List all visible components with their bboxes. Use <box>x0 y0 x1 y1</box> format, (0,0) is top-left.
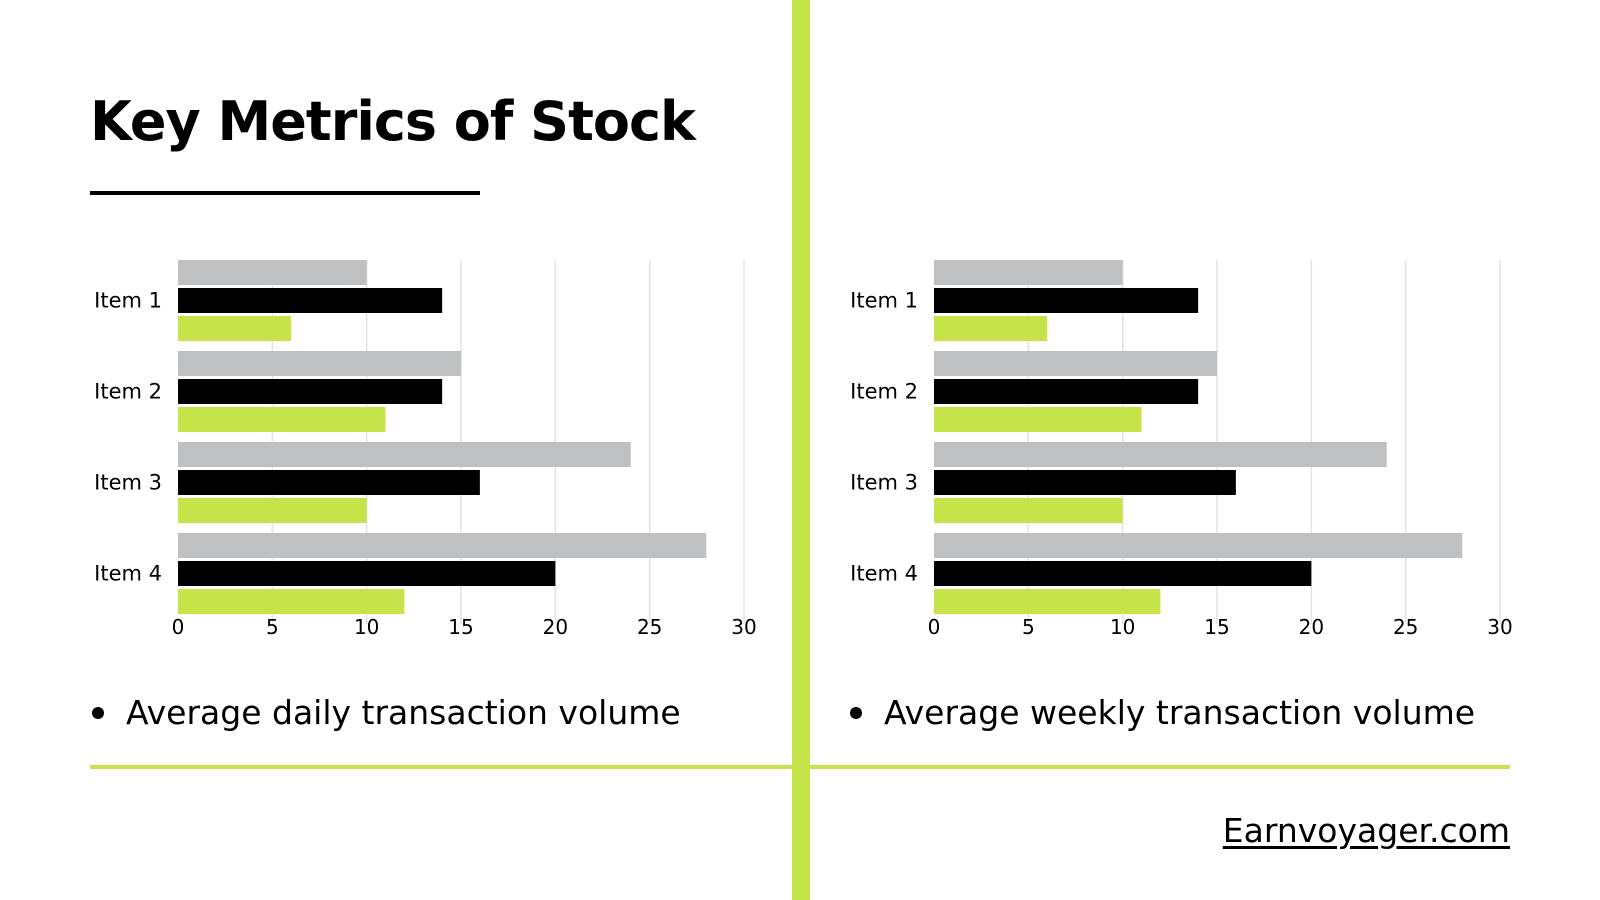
category-label: Item 4 <box>94 562 162 586</box>
bar-item-3-series-2 <box>178 470 480 495</box>
x-tick-label: 15 <box>448 615 473 639</box>
bar-item-3-series-3 <box>934 498 1123 523</box>
bar-item-4-series-2 <box>178 561 556 586</box>
bullet-icon <box>92 707 104 719</box>
caption-item: Average daily transaction volume <box>92 690 681 736</box>
x-tick-label: 5 <box>266 615 279 639</box>
bar-item-4-series-3 <box>178 589 405 614</box>
caption-text: Average weekly transaction volume <box>884 693 1476 732</box>
bar-item-2-series-1 <box>178 351 461 376</box>
bar-item-3-series-2 <box>934 470 1236 495</box>
bullet-icon <box>850 707 862 719</box>
category-label: Item 2 <box>94 380 162 404</box>
bar-item-2-series-2 <box>934 379 1199 404</box>
x-tick-label: 20 <box>1299 615 1324 639</box>
category-label: Item 4 <box>850 562 918 586</box>
bar-item-3-series-3 <box>178 498 367 523</box>
bar-item-2-series-3 <box>178 407 386 432</box>
bar-item-4-series-1 <box>178 533 707 558</box>
bar-item-4-series-3 <box>934 589 1161 614</box>
x-tick-label: 15 <box>1204 615 1229 639</box>
horizontal-divider <box>90 765 1510 769</box>
x-tick-label: 30 <box>1487 615 1512 639</box>
bar-item-1-series-2 <box>934 288 1199 313</box>
category-label: Item 3 <box>94 471 162 495</box>
x-tick-label: 30 <box>731 615 756 639</box>
caption-weekly: Average weekly transaction volume <box>850 690 1475 736</box>
bar-item-3-series-1 <box>178 442 631 467</box>
bar-item-1-series-1 <box>178 260 367 285</box>
bar-item-1-series-3 <box>178 316 292 341</box>
bar-item-4-series-1 <box>934 533 1463 558</box>
bar-item-1-series-3 <box>934 316 1048 341</box>
caption-text: Average daily transaction volume <box>126 693 681 732</box>
x-tick-label: 10 <box>1110 615 1135 639</box>
x-tick-label: 20 <box>543 615 568 639</box>
bar-item-1-series-1 <box>934 260 1123 285</box>
caption-item: Average weekly transaction volume <box>850 690 1475 736</box>
x-tick-label: 5 <box>1022 615 1035 639</box>
bar-item-3-series-1 <box>934 442 1387 467</box>
bar-item-4-series-2 <box>934 561 1312 586</box>
bar-chart-daily: Item 1 Item 2 Item 3 Item 4 0 5 10 15 20 25 30 <box>94 260 757 639</box>
category-label: Item 1 <box>850 289 918 313</box>
x-tick-label: 0 <box>928 615 941 639</box>
bar-chart-weekly: Item 1 Item 2 Item 3 Item 4 0 5 10 15 20 25 30 <box>850 260 1513 639</box>
bar-item-2-series-2 <box>178 379 443 404</box>
x-tick-label: 25 <box>637 615 662 639</box>
category-label: Item 3 <box>850 471 918 495</box>
category-label: Item 2 <box>850 380 918 404</box>
bar-item-2-series-3 <box>934 407 1142 432</box>
vertical-divider <box>792 0 810 900</box>
site-link[interactable]: Earnvoyager.com <box>1222 811 1510 850</box>
bar-item-1-series-2 <box>178 288 443 313</box>
title-underline <box>90 191 480 195</box>
x-tick-label: 0 <box>172 615 185 639</box>
bar-item-2-series-1 <box>934 351 1217 376</box>
caption-daily: Average daily transaction volume <box>92 690 681 736</box>
category-label: Item 1 <box>94 289 162 313</box>
x-tick-label: 25 <box>1393 615 1418 639</box>
page-title: Key Metrics of Stock <box>90 90 696 153</box>
x-tick-label: 10 <box>354 615 379 639</box>
